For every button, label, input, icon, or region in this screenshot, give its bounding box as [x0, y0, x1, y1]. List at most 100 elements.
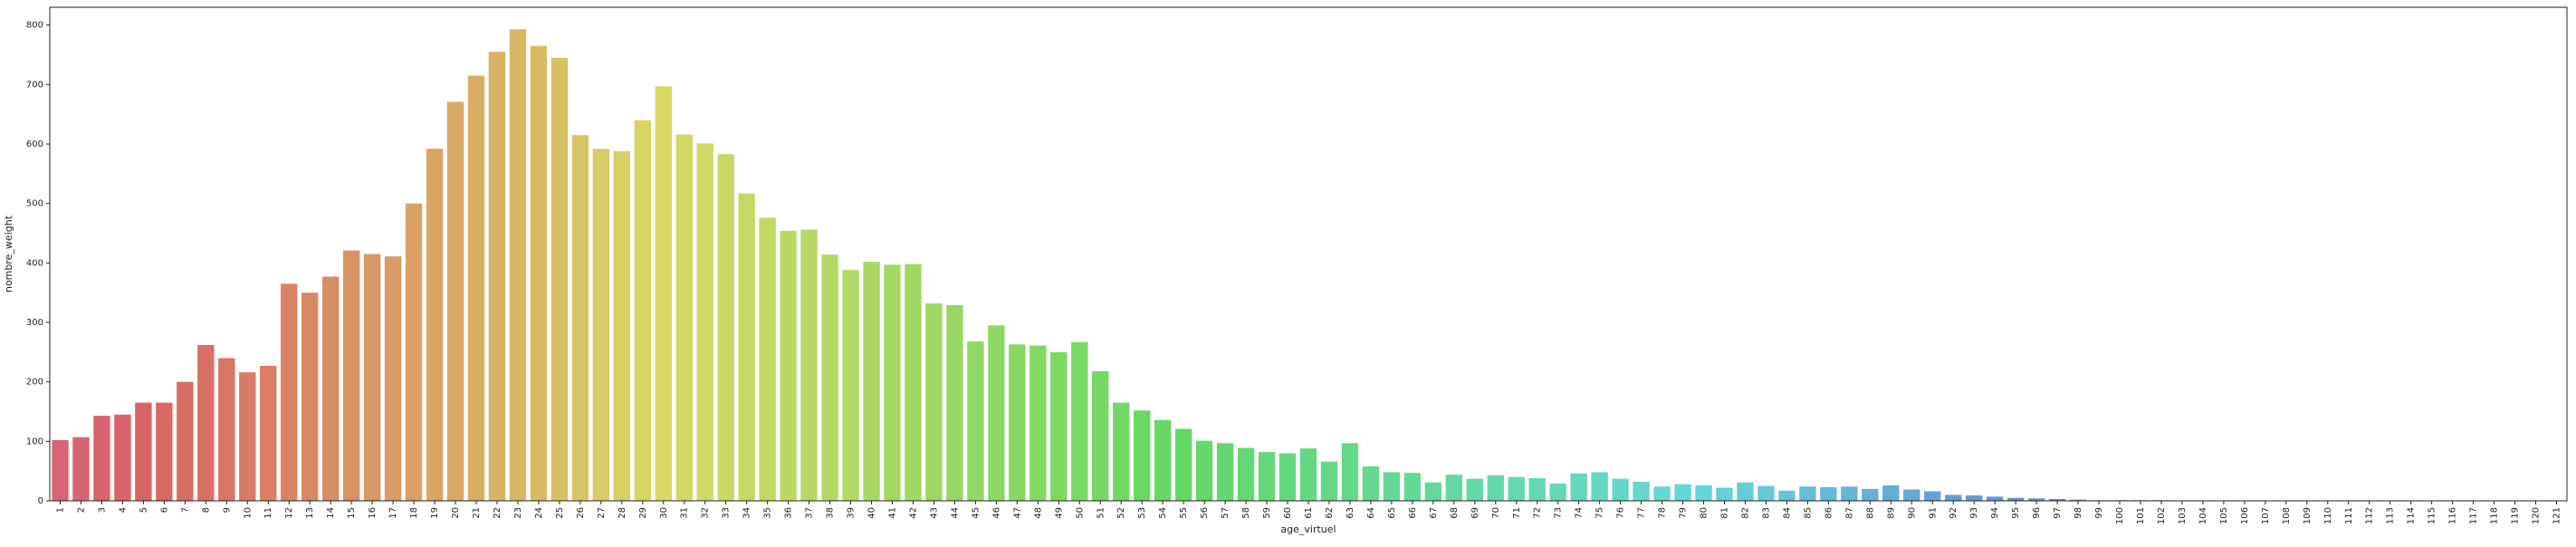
bar-age-24	[530, 45, 548, 502]
x-tick-label: 44	[950, 507, 960, 519]
bar-age-33	[717, 154, 734, 501]
bar-age-38	[821, 254, 838, 501]
x-tick-label: 12	[284, 507, 294, 519]
x-tick-label: 88	[1865, 507, 1875, 519]
bar-age-44	[946, 304, 963, 501]
x-tick-label: 8	[201, 507, 211, 513]
bar-age-4	[114, 414, 131, 501]
bar-age-30	[655, 86, 672, 501]
bar-age-82	[1737, 482, 1754, 501]
x-tick-label: 53	[1137, 507, 1147, 519]
x-tick-label: 101	[2136, 507, 2146, 524]
bar-age-1	[52, 440, 69, 501]
bar-age-20	[446, 101, 464, 502]
x-tick-label: 69	[1470, 507, 1480, 519]
y-tick-label: 400	[26, 258, 43, 268]
x-tick-label: 91	[1928, 507, 1938, 519]
x-tick-label: 83	[1761, 507, 1771, 519]
bar-age-3	[93, 416, 110, 501]
bar-age-69	[1466, 478, 1483, 501]
x-tick-label: 21	[472, 507, 482, 519]
bar-age-42	[905, 264, 922, 501]
bar-age-6	[156, 402, 173, 501]
x-tick-label: 7	[180, 507, 190, 513]
bar-age-54	[1154, 419, 1172, 501]
x-tick-label: 46	[991, 507, 1001, 519]
bar-age-61	[1299, 448, 1317, 501]
x-tick-label: 62	[1325, 507, 1335, 519]
x-tick-label: 93	[1969, 507, 1979, 519]
x-tick-label: 45	[971, 507, 981, 519]
x-tick-label: 20	[451, 507, 461, 519]
x-tick-label: 4	[118, 507, 128, 513]
x-tick-label: 68	[1450, 507, 1460, 519]
x-tick-label: 31	[680, 507, 690, 519]
x-tick-label: 97	[2053, 507, 2063, 519]
x-tick-label: 67	[1429, 507, 1439, 519]
bar-age-17	[384, 256, 402, 501]
x-tick-label: 34	[742, 507, 752, 519]
bar-age-50	[1071, 341, 1088, 501]
bar-age-46	[988, 325, 1005, 501]
x-tick-label: 81	[1720, 507, 1730, 519]
bar-age-7	[177, 381, 194, 501]
x-tick-label: 70	[1491, 507, 1501, 519]
x-tick-label: 109	[2303, 507, 2313, 524]
y-axis-label: nombre_weight	[3, 215, 14, 293]
bar-age-80	[1695, 485, 1712, 501]
x-tick-label: 52	[1116, 507, 1126, 519]
x-tick-label: 60	[1283, 507, 1293, 519]
y-tick-label: 600	[26, 139, 43, 149]
bar-age-32	[696, 143, 713, 501]
bar-age-49	[1050, 351, 1068, 501]
x-tick-label: 103	[2178, 507, 2188, 524]
x-tick-label: 13	[305, 507, 315, 519]
y-tick-label: 100	[26, 437, 43, 446]
x-tick-label: 92	[1949, 507, 1958, 519]
x-tick-label: 61	[1304, 507, 1314, 519]
x-tick-label: 41	[888, 507, 898, 519]
x-tick-label: 3	[97, 507, 107, 513]
x-tick-label: 106	[2240, 507, 2250, 524]
x-tick-label: 66	[1408, 507, 1418, 519]
bar-age-15	[342, 250, 360, 501]
x-tick-label: 89	[1886, 507, 1896, 519]
x-tick-label: 111	[2344, 507, 2354, 524]
x-tick-label: 115	[2428, 507, 2437, 524]
bar-age-58	[1237, 447, 1255, 501]
bar-age-95	[2006, 497, 2025, 501]
bar-age-37	[800, 229, 818, 501]
x-tick-label: 84	[1782, 507, 1792, 519]
bar-age-64	[1362, 465, 1380, 501]
x-tick-label: 1	[55, 507, 65, 513]
x-tick-label: 14	[326, 507, 336, 519]
bar-age-77	[1633, 481, 1650, 501]
x-tick-label: 102	[2157, 507, 2167, 524]
x-tick-label: 117	[2469, 507, 2479, 524]
x-tick-label: 49	[1054, 507, 1064, 519]
x-tick-label: 9	[222, 507, 232, 513]
x-tick-label: 65	[1387, 507, 1397, 519]
x-tick-label: 59	[1262, 507, 1272, 519]
y-tick-label: 800	[26, 21, 43, 31]
bar-age-98	[2069, 499, 2087, 501]
x-tick-label: 99	[2094, 507, 2104, 519]
bar-age-73	[1549, 483, 1566, 501]
bar-age-45	[967, 341, 984, 501]
x-tick-label: 47	[1012, 507, 1022, 519]
x-tick-label: 95	[2011, 507, 2021, 519]
bar-age-8	[197, 344, 215, 501]
bar-age-23	[509, 29, 527, 502]
y-axis: 0 100 200 300 400 500 600 700 800	[26, 21, 50, 506]
bar-age-34	[738, 193, 755, 501]
x-tick-label: 30	[659, 507, 669, 519]
y-tick-label: 700	[26, 80, 43, 90]
x-tick-label: 121	[2552, 507, 2562, 524]
x-tick-label: 24	[534, 507, 544, 519]
bar-age-53	[1134, 410, 1151, 501]
bar-age-90	[1903, 489, 1920, 501]
bar-age-91	[1924, 491, 1941, 501]
bar-age-10	[239, 372, 256, 501]
bar-age-26	[571, 135, 589, 502]
x-tick-label: 16	[368, 507, 378, 519]
